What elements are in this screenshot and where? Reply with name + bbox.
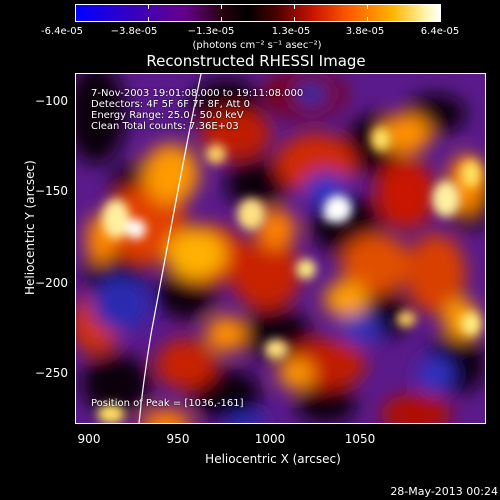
intensity-blob bbox=[371, 127, 391, 151]
x-tick-label: 1000 bbox=[254, 432, 286, 446]
colorbar-units: (photons cm⁻² s⁻¹ asec⁻²) bbox=[192, 40, 322, 51]
intensity-blob bbox=[106, 184, 186, 264]
intensity-blob bbox=[296, 259, 316, 279]
x-tick-label: 950 bbox=[166, 432, 190, 446]
info-time: 7-Nov-2003 19:01:08.000 to 19:11:08.000 bbox=[91, 88, 304, 99]
y-tick-label: −200 bbox=[35, 276, 68, 290]
colorbar-tick bbox=[221, 5, 222, 9]
colorbar-label: −1.3e-05 bbox=[187, 26, 235, 37]
rhessi-image-panel: 7-Nov-2003 19:01:08.000 to 19:11:08.000 … bbox=[75, 73, 486, 424]
intensity-blob bbox=[461, 312, 481, 336]
colorbar-tick bbox=[367, 17, 368, 21]
intensity-blob bbox=[141, 409, 191, 423]
intensity-blob bbox=[341, 234, 411, 294]
intensity-blob bbox=[206, 144, 226, 164]
intensity-blob bbox=[376, 159, 436, 229]
intensity-blob bbox=[126, 219, 146, 239]
x-axis-label: Heliocentric X (arcsec) bbox=[205, 452, 341, 466]
colorbar-label: -6.4e-05 bbox=[41, 26, 83, 37]
image-title: Reconstructed RHESSI Image bbox=[146, 52, 366, 70]
intensity-blob bbox=[166, 229, 226, 279]
intensity-blob bbox=[91, 276, 151, 332]
colorbar-label: −3.8e-05 bbox=[110, 26, 158, 37]
intensity-blob bbox=[296, 384, 356, 423]
colorbar-tick bbox=[294, 5, 295, 9]
intensity-blob bbox=[381, 394, 451, 423]
colorbar bbox=[75, 4, 441, 22]
intensity-blob bbox=[278, 359, 314, 389]
intensity-blob bbox=[231, 239, 301, 309]
x-tick-label: 1050 bbox=[344, 432, 376, 446]
intensity-blob bbox=[97, 404, 125, 423]
intensity-blob bbox=[324, 281, 368, 317]
info-clean: Clean Total counts: 7.36E+03 bbox=[91, 121, 239, 132]
intensity-blob bbox=[432, 181, 460, 217]
intensity-blob bbox=[237, 198, 265, 230]
intensity-blob bbox=[241, 309, 311, 359]
info-detectors: Detectors: 4F 5F 6F 7F 8F, Att 0 bbox=[91, 99, 251, 110]
colorbar-tick bbox=[148, 17, 149, 21]
intensity-blob bbox=[226, 412, 266, 423]
colorbar-tick bbox=[294, 17, 295, 21]
intensity-blob bbox=[418, 356, 454, 392]
intensity-blob bbox=[396, 311, 416, 327]
intensity-blob bbox=[406, 234, 466, 314]
intensity-blob bbox=[461, 160, 481, 188]
intensity-blob bbox=[191, 369, 261, 419]
intensity-blob bbox=[143, 144, 199, 204]
intensity-blob bbox=[226, 159, 286, 209]
y-axis-label: Heliocentric Y (arcsec) bbox=[23, 160, 37, 295]
timestamp-footer: 28-May-2013 00:24 bbox=[390, 485, 498, 498]
intensity-blob bbox=[156, 339, 216, 389]
intensity-blob bbox=[341, 313, 381, 345]
intensity-blob bbox=[323, 206, 339, 222]
x-tick-label: 900 bbox=[77, 432, 101, 446]
y-tick-label: −150 bbox=[35, 184, 68, 198]
colorbar-tick bbox=[367, 5, 368, 9]
intensity-blob bbox=[264, 339, 288, 359]
intensity-blob bbox=[81, 354, 151, 414]
y-tick-label: −250 bbox=[35, 366, 68, 380]
y-tick-label: −100 bbox=[35, 94, 68, 108]
colorbar-tick bbox=[148, 5, 149, 9]
intensity-blob bbox=[102, 199, 130, 239]
colorbar-label: 3.8e-05 bbox=[345, 26, 385, 37]
colorbar-label: 1.3e-05 bbox=[271, 26, 311, 37]
info-energy: Energy Range: 25.0 - 50.0 keV bbox=[91, 110, 244, 121]
intensity-blob bbox=[256, 209, 296, 249]
solar-limb-line bbox=[138, 74, 202, 423]
info-peak-position: Position of Peak = [1036,-161] bbox=[91, 398, 244, 409]
intensity-blob bbox=[381, 114, 431, 154]
intensity-blob bbox=[293, 82, 329, 106]
rhessi-image bbox=[76, 74, 485, 423]
intensity-blob bbox=[76, 74, 126, 164]
colorbar-label: 6.4e-05 bbox=[420, 26, 460, 37]
colorbar-tick bbox=[221, 17, 222, 21]
intensity-blob bbox=[206, 316, 246, 352]
